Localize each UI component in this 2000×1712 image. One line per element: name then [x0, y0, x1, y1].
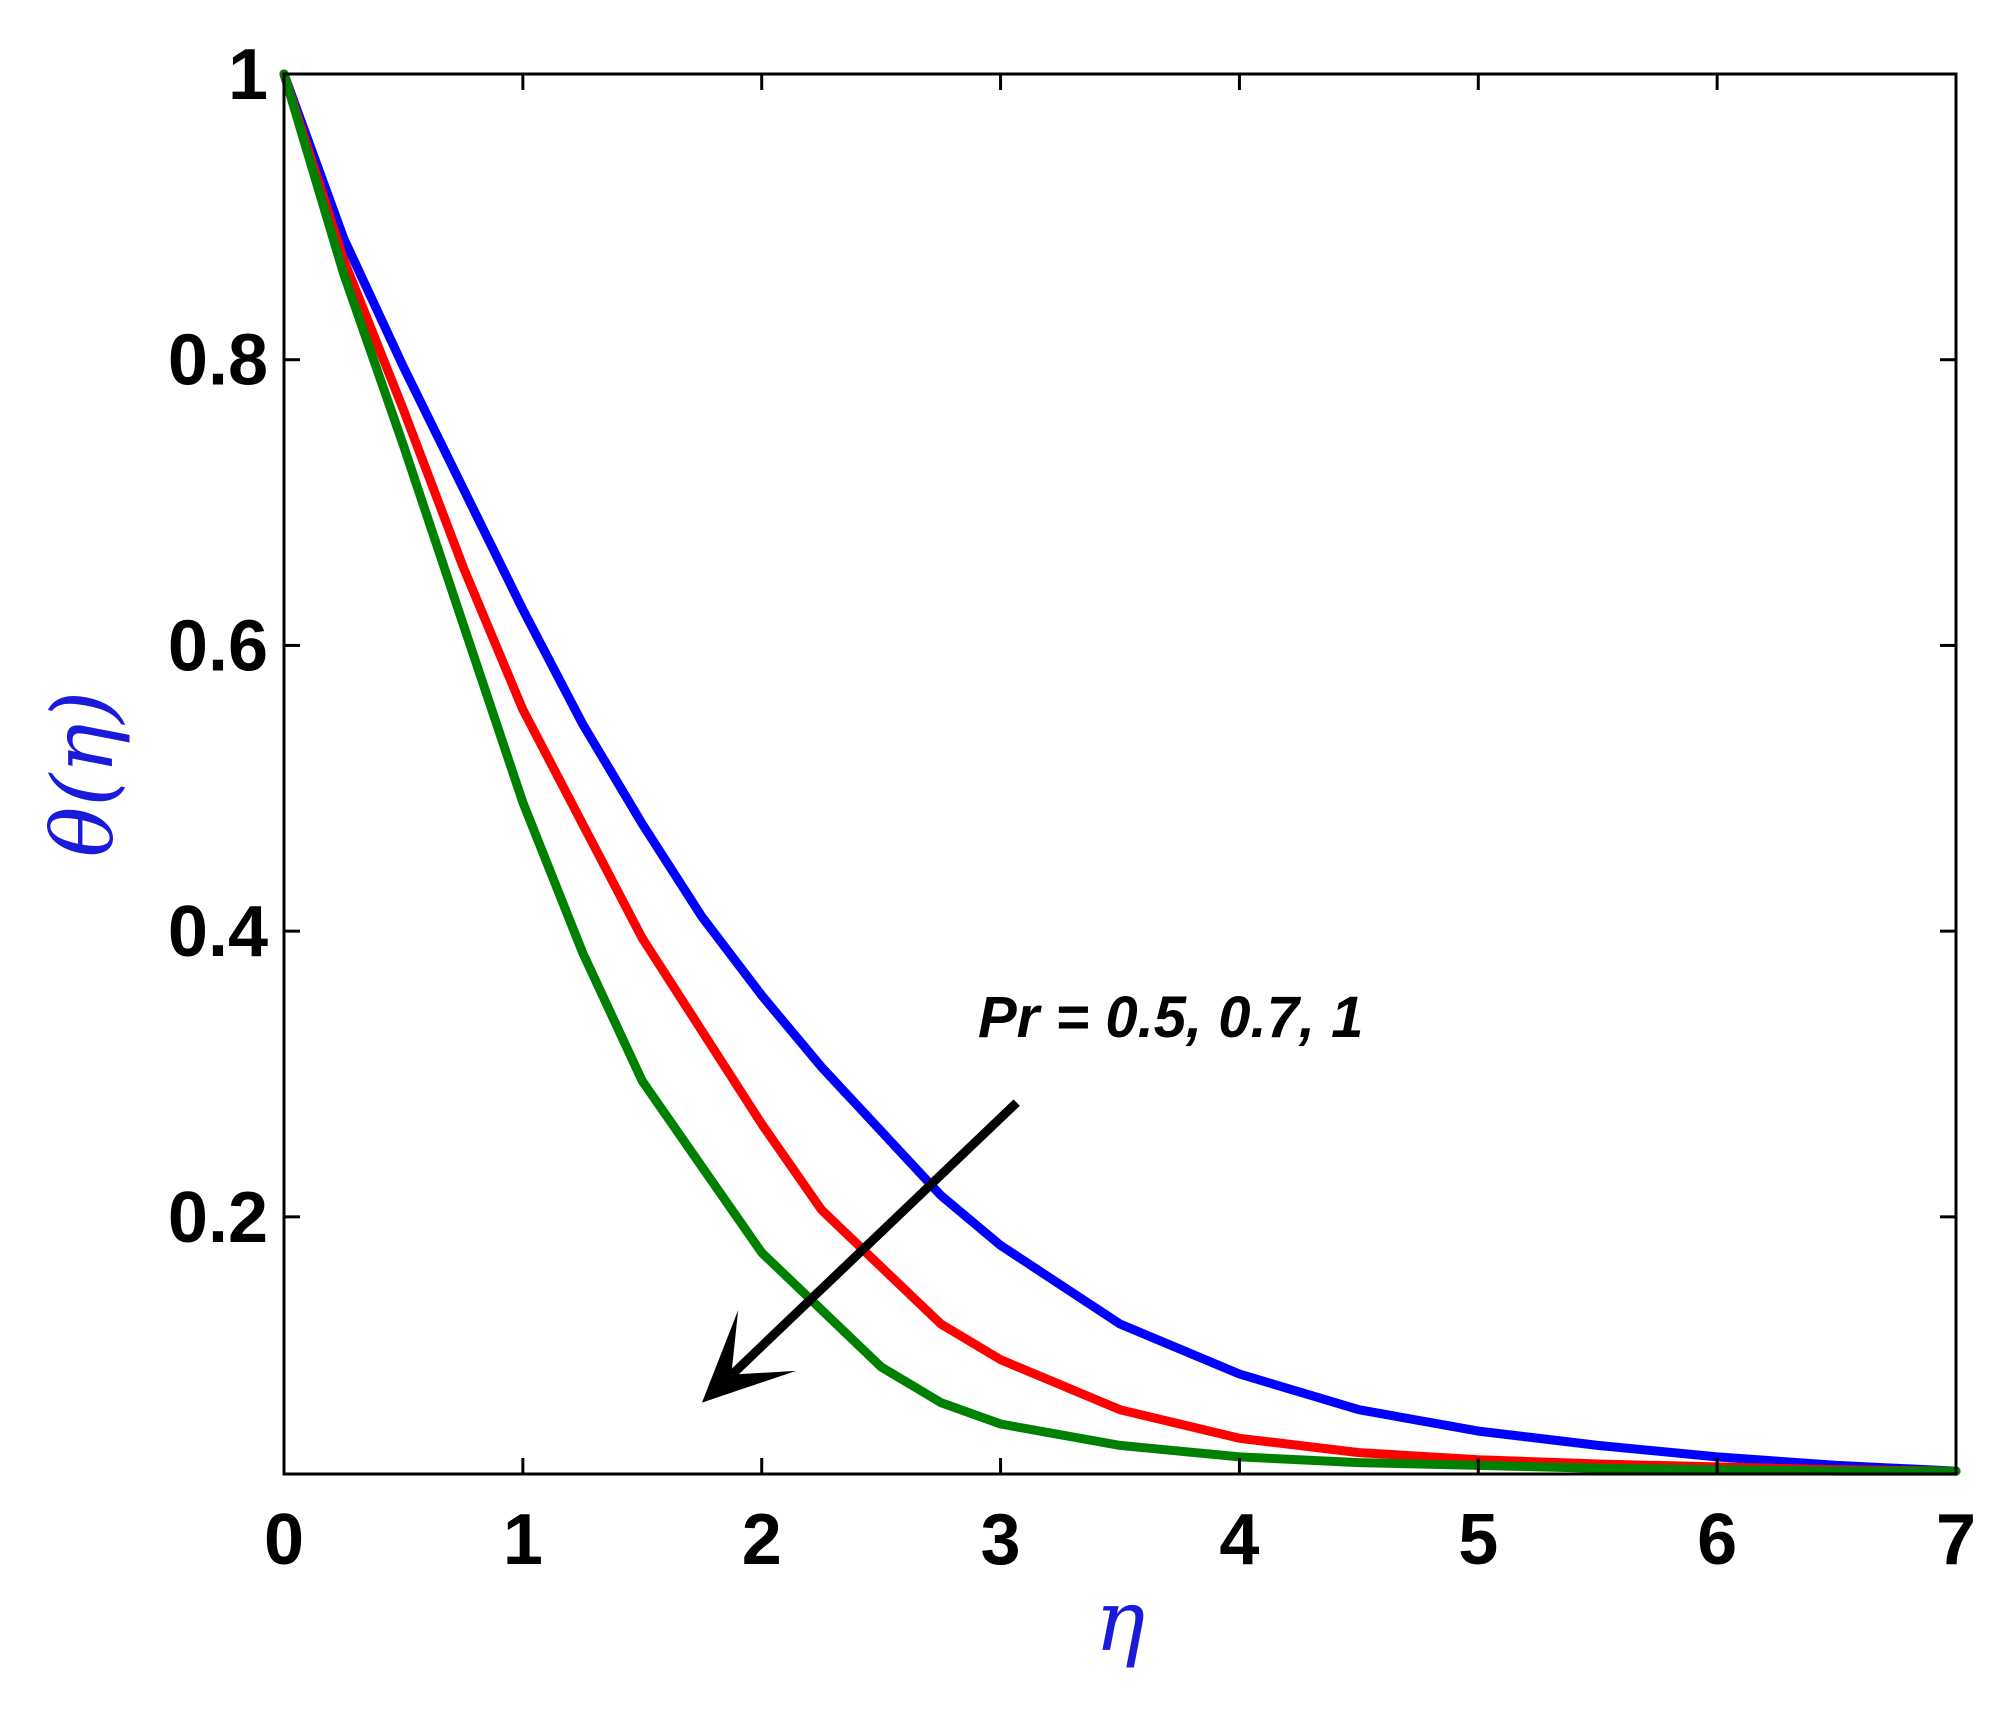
x-axis-label: η [1095, 1572, 1145, 1670]
annotation: Pr = 0.5, 0.7, 1 [702, 985, 1363, 1403]
x-tick-label: 2 [742, 1500, 782, 1580]
annotation-text: Pr = 0.5, 0.7, 1 [978, 985, 1363, 1050]
series-line-2 [279, 69, 1961, 1476]
x-tick-label: 4 [1219, 1500, 1259, 1580]
x-tick-label: 3 [981, 1500, 1021, 1580]
annotation-arrow-head [702, 1310, 797, 1403]
ticks: 0 1 2 3 4 5 6 7 0.2 0.4 0.6 0.8 1 [168, 35, 1976, 1580]
series-line-3 [279, 69, 1961, 1476]
x-tick-label: 5 [1458, 1500, 1498, 1580]
y-tick-label: 1 [228, 35, 268, 115]
x-tick-label: 6 [1697, 1500, 1737, 1580]
annotation-arrow-shaft [728, 1099, 1020, 1378]
axes-box [282, 72, 1958, 1476]
series-line-1 [279, 69, 1961, 1476]
y-tick-label: 0.8 [168, 321, 268, 401]
y-tick-label: 0.4 [168, 892, 268, 972]
x-tick-label: 0 [264, 1500, 304, 1580]
y-tick-label: 0.6 [168, 606, 268, 686]
y-axis-label: θ(η) [34, 691, 132, 857]
x-tick-label: 7 [1936, 1500, 1976, 1580]
x-tick-label: 1 [503, 1500, 543, 1580]
curves [279, 69, 1961, 1476]
y-tick-label: 0.2 [168, 1178, 268, 1258]
